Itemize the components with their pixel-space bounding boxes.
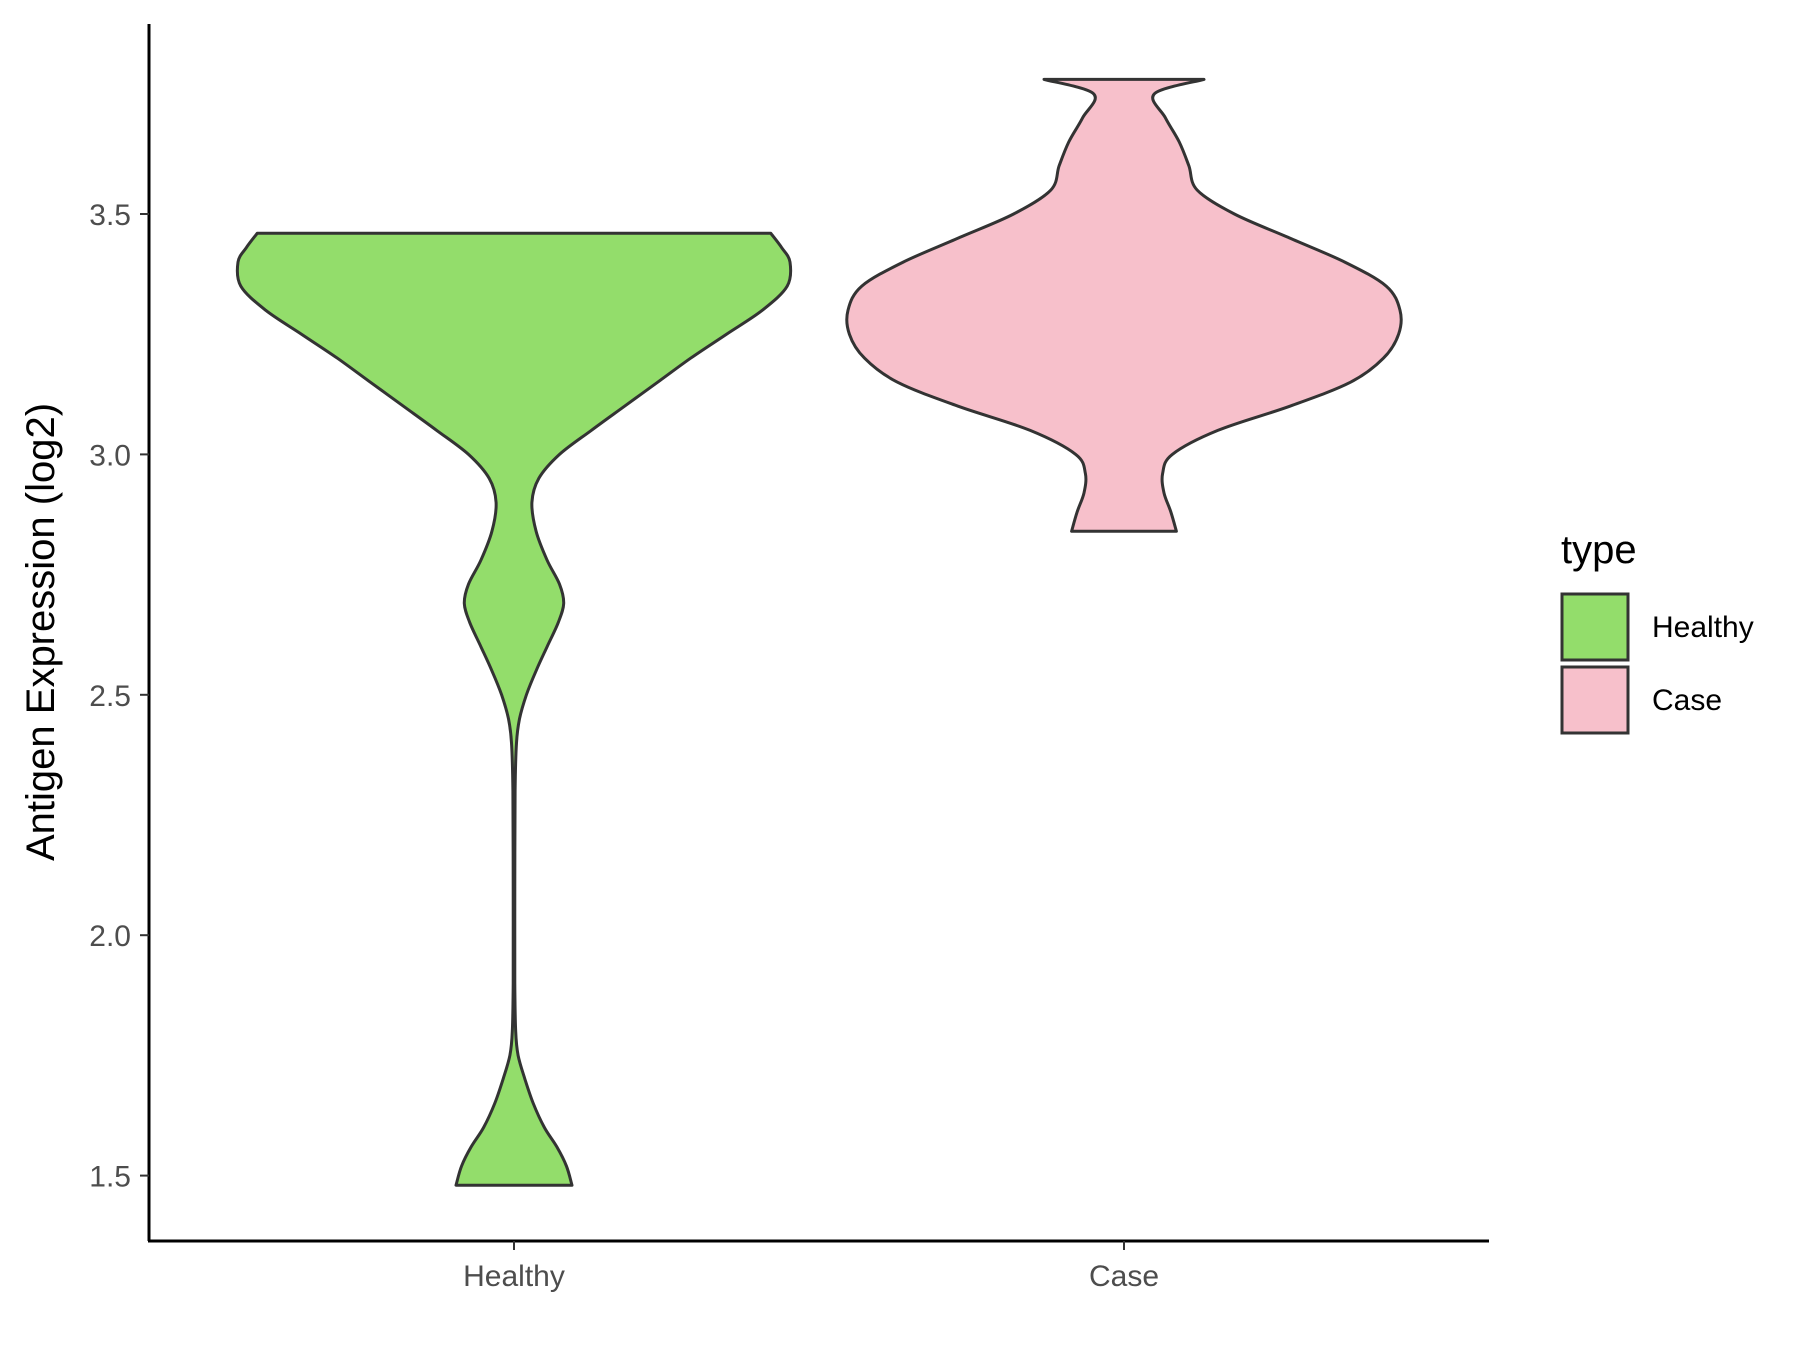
violin-case <box>845 77 1403 533</box>
legend-label-healthy: Healthy <box>1652 611 1754 644</box>
legend-key-healthy <box>1560 592 1630 662</box>
legend: type Healthy Case <box>1560 528 1754 735</box>
legend-label-case: Case <box>1652 684 1722 717</box>
y-tick-label: 3.5 <box>89 199 131 232</box>
violin-healthy <box>235 231 793 1187</box>
y-tick-label: 2.0 <box>89 920 131 953</box>
y-tick-label: 1.5 <box>89 1161 131 1194</box>
y-axis-title: Antigen Expression (log2) <box>19 403 63 861</box>
y-axis-ticks: 1.5 2.0 2.5 3.0 3.5 <box>89 199 149 1194</box>
violin-layer <box>235 77 1403 1187</box>
x-tick-label-case: Case <box>1089 1260 1159 1293</box>
legend-title: type <box>1561 528 1637 572</box>
y-tick-label: 2.5 <box>89 680 131 713</box>
y-tick-label: 3.0 <box>89 439 131 472</box>
x-tick-label-healthy: Healthy <box>463 1260 565 1293</box>
legend-key-case <box>1560 665 1630 735</box>
x-axis-ticks: Healthy Case <box>463 1241 1159 1293</box>
